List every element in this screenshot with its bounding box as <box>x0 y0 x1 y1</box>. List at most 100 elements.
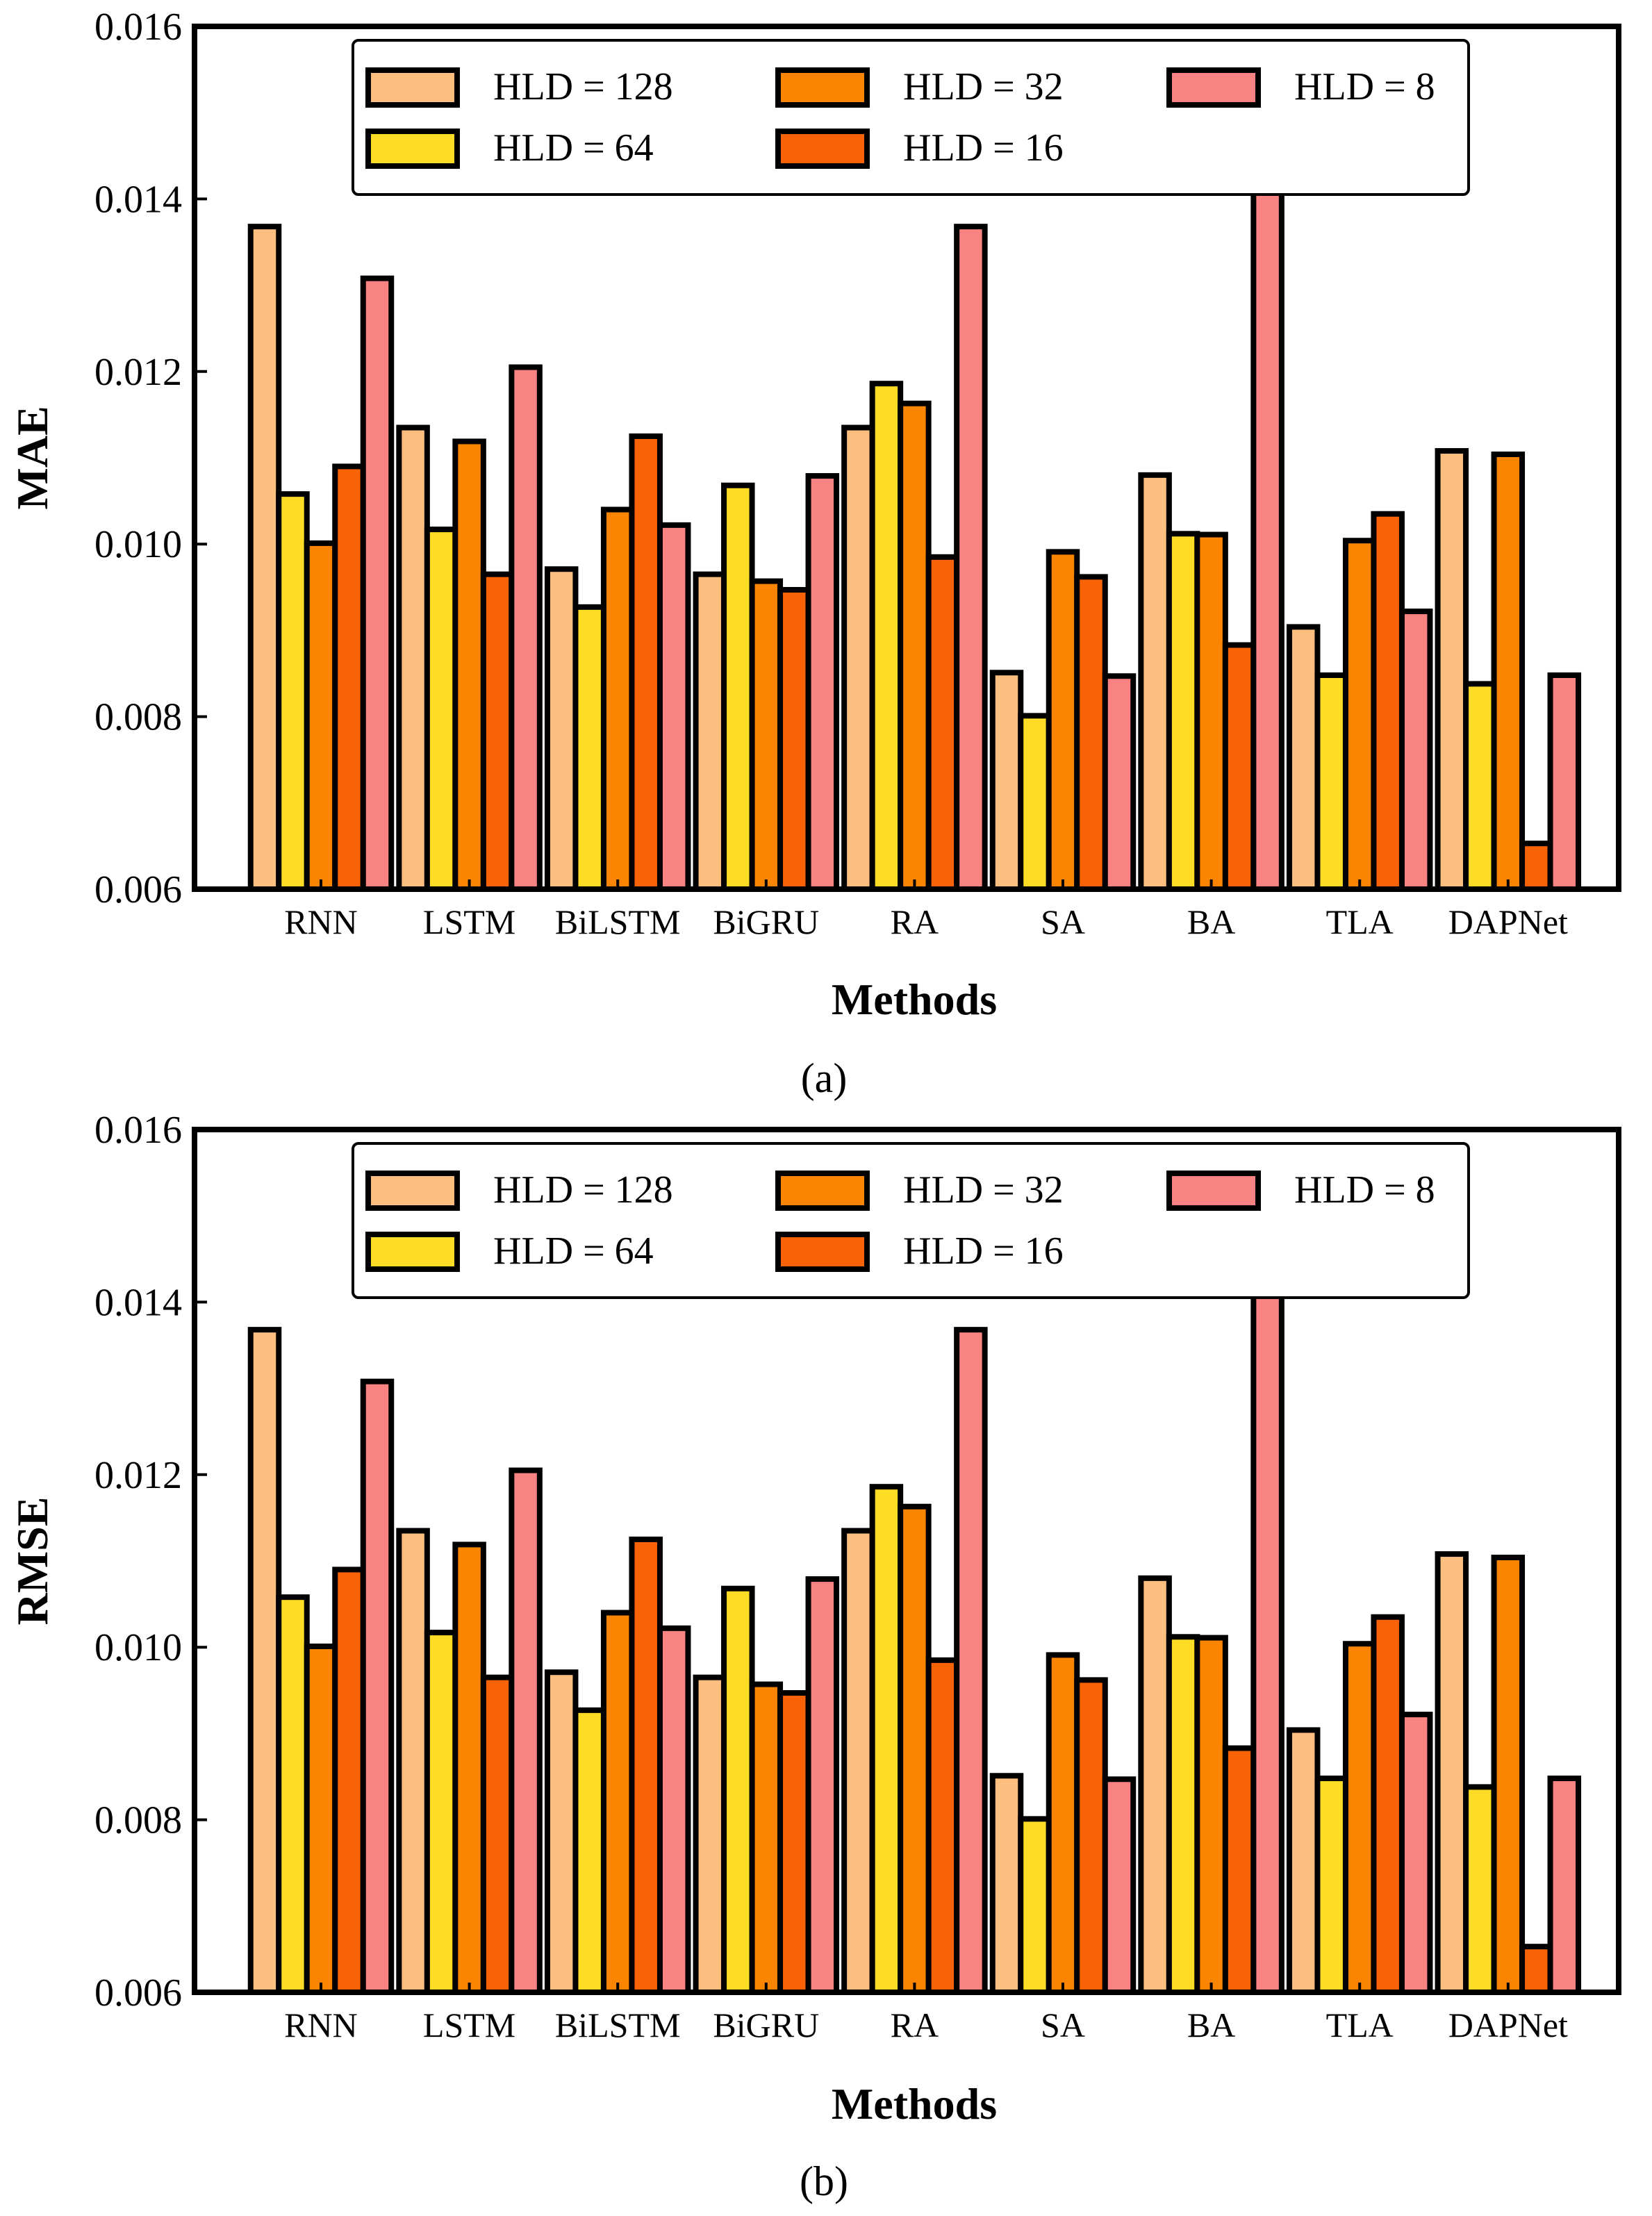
y-tick-label: 0.014 <box>94 1281 182 1324</box>
panel-caption: (a) <box>801 1055 848 1101</box>
bar-dapnet-128 <box>1435 448 1469 892</box>
bar-lstm-16 <box>480 571 515 892</box>
x-tick-label: RNN <box>284 902 358 941</box>
bar-lstm-8 <box>509 1467 543 1996</box>
bar-rnn-128 <box>247 224 282 893</box>
bar-ba-16 <box>1222 642 1257 892</box>
bar-rnn-64 <box>276 491 310 892</box>
legend-swatch <box>775 129 870 169</box>
x-tick-label: TLA <box>1326 902 1394 941</box>
bar-rnn-8 <box>360 1378 395 1995</box>
bar-bigru-128 <box>693 571 727 892</box>
bar-lstm-16 <box>480 1674 515 1995</box>
bar-tla-8 <box>1398 1712 1433 1995</box>
legend-label: HLD = 64 <box>493 126 654 169</box>
legend-box <box>352 39 1470 196</box>
x-tick-label: BA <box>1187 902 1235 941</box>
bar-sa-16 <box>1074 574 1108 892</box>
bar-ra-64 <box>869 381 904 892</box>
legend-label: HLD = 128 <box>493 65 673 108</box>
x-tick-label: RA <box>891 2006 939 2044</box>
bar-lstm-8 <box>509 364 543 892</box>
bar-ba-128 <box>1138 1575 1172 1996</box>
bar-sa-32 <box>1046 549 1080 892</box>
bar-dapnet-32 <box>1491 1555 1526 1995</box>
bar-tla-128 <box>1286 1727 1321 1995</box>
legend-swatch <box>365 67 460 108</box>
bar-bigru-8 <box>805 473 840 892</box>
legend-label: HLD = 8 <box>1294 65 1435 108</box>
bar-ba-32 <box>1194 1635 1228 1996</box>
legend-label: HLD = 32 <box>903 65 1064 108</box>
bar-bilstm-128 <box>544 1669 579 1996</box>
bar-ba-8 <box>1250 1287 1285 1995</box>
x-tick-label: BiGRU <box>713 902 819 941</box>
bar-sa-8 <box>1102 1776 1137 1996</box>
y-tick-label: 0.016 <box>94 6 182 49</box>
x-tick-label: DAPNet <box>1448 2006 1568 2044</box>
bar-ra-32 <box>898 400 932 892</box>
x-tick-label: SA <box>1041 902 1085 941</box>
legend-swatch <box>775 1171 870 1211</box>
bar-rnn-32 <box>304 540 338 892</box>
bar-ba-16 <box>1222 1745 1257 1995</box>
x-tick-label: SA <box>1041 2006 1085 2044</box>
x-tick-label: BiLSTM <box>555 2006 681 2044</box>
legend-label: HLD = 32 <box>903 1168 1064 1212</box>
bar-bilstm-16 <box>629 433 663 892</box>
bar-tla-8 <box>1398 609 1433 892</box>
bar-tla-128 <box>1286 624 1321 892</box>
x-tick-label: RA <box>891 902 939 941</box>
bar-ra-16 <box>925 554 960 893</box>
chart-panel-b: 0.006 0.008 0.010 0.012 0.014 0.016 RNN LSTM BiL… <box>8 1109 1621 2204</box>
x-tick-label: BiGRU <box>713 2006 819 2044</box>
bar-ra-8 <box>954 1327 988 1996</box>
bar-ba-32 <box>1194 531 1228 893</box>
bar-rnn-64 <box>276 1594 310 1996</box>
bar-dapnet-64 <box>1463 681 1497 892</box>
bar-dapnet-8 <box>1547 1775 1582 1995</box>
y-tick-label: 0.006 <box>94 1971 182 2015</box>
bar-sa-8 <box>1102 673 1137 892</box>
y-tick-label: 0.010 <box>94 523 182 566</box>
x-tick-label: TLA <box>1326 2006 1394 2044</box>
x-tick-label: BA <box>1187 2006 1235 2044</box>
bar-bilstm-32 <box>600 506 635 892</box>
bar-rnn-8 <box>360 275 395 892</box>
bar-rnn-16 <box>332 463 366 892</box>
bar-bilstm-8 <box>656 1625 691 1995</box>
bar-rnn-32 <box>304 1643 338 1995</box>
bar-lstm-32 <box>452 1541 486 1996</box>
y-tick-label: 0.006 <box>94 868 182 911</box>
bar-bigru-32 <box>749 1681 784 1995</box>
bar-bilstm-8 <box>656 522 691 892</box>
bar-sa-32 <box>1046 1652 1080 1995</box>
legend: HLD = 128 HLD = 64 HLD = 32 HLD = 16 HLD = 8 <box>352 39 1470 196</box>
bar-tla-16 <box>1371 1614 1405 1995</box>
bar-bilstm-16 <box>629 1536 663 1995</box>
bar-bigru-16 <box>777 587 811 892</box>
bar-lstm-64 <box>424 1630 459 1995</box>
y-tick-label: 0.010 <box>94 1626 182 1669</box>
bar-ba-128 <box>1138 472 1172 892</box>
bar-bigru-128 <box>693 1674 727 1995</box>
bar-ra-128 <box>841 424 875 892</box>
bar-bigru-64 <box>721 482 755 892</box>
chart-panel-a: 0.006 0.008 0.010 0.012 0.014 0.016 RNN LSTM BiL… <box>8 6 1621 1101</box>
bar-ba-8 <box>1250 184 1285 892</box>
legend-box <box>352 1142 1470 1299</box>
bar-dapnet-8 <box>1547 672 1582 892</box>
y-axis-title: RMSE <box>8 1497 57 1626</box>
bar-bigru-8 <box>805 1576 840 1996</box>
legend-label: HLD = 8 <box>1294 1168 1435 1212</box>
bar-ba-64 <box>1166 531 1200 893</box>
x-axis-title: Methods <box>832 2079 997 2128</box>
bar-rnn-128 <box>247 1327 282 1996</box>
panel-caption: (b) <box>800 2158 848 2204</box>
bar-dapnet-16 <box>1519 1944 1553 1996</box>
bar-sa-64 <box>1018 713 1052 893</box>
bar-sa-16 <box>1074 1677 1108 1995</box>
bar-lstm-128 <box>396 1528 430 1995</box>
legend-swatch <box>1166 1171 1261 1211</box>
bar-rnn-16 <box>332 1566 366 1995</box>
